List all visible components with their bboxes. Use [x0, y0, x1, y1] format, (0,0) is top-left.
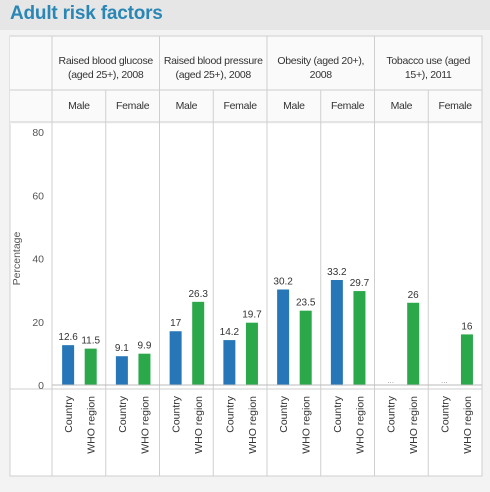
chart-title: Adult risk factors: [10, 3, 163, 24]
y-tick-label: 80: [32, 127, 44, 139]
x-tick-label: Country: [63, 395, 75, 433]
title-bar: Adult risk factors: [0, 0, 490, 30]
x-tick-label: Country: [278, 395, 290, 433]
data-label: 9.1: [115, 343, 129, 354]
y-tick-label: 40: [32, 254, 44, 266]
data-label: 17: [170, 318, 182, 329]
who-region-bar: [84, 348, 97, 385]
data-label: 19.7: [242, 310, 262, 321]
x-tick-label: Country: [439, 395, 451, 433]
x-tick-label: WHO region: [247, 396, 259, 454]
x-tick-label: WHO region: [139, 396, 151, 454]
group-label: Tobacco use (aged 15+), 2011: [386, 55, 471, 81]
country-bar: [223, 340, 236, 385]
sex-label: Female: [223, 100, 258, 112]
x-tick-label: Country: [386, 395, 398, 433]
x-tick-label: Country: [171, 395, 183, 433]
data-label: ...: [441, 376, 448, 385]
sex-label: Female: [331, 100, 365, 112]
sex-label: Female: [116, 100, 150, 112]
x-tick-label: WHO region: [462, 396, 474, 454]
data-label: 9.9: [137, 341, 151, 352]
sex-label: Male: [175, 100, 198, 112]
header-band: [10, 36, 482, 124]
sex-label: Male: [283, 100, 305, 112]
who-region-bar: [460, 334, 473, 385]
x-tick-label: WHO region: [193, 396, 205, 454]
data-label: ...: [387, 376, 394, 385]
who-region-bar: [407, 302, 420, 385]
x-tick-label: Country: [117, 395, 129, 433]
who-region-bar: [138, 353, 151, 385]
y-tick-label: 20: [32, 317, 44, 329]
data-label: 26.3: [188, 289, 208, 300]
x-tick-label: WHO region: [86, 396, 98, 454]
country-bar: [115, 356, 128, 385]
country-bar: [169, 331, 182, 385]
sex-label: Male: [68, 100, 90, 112]
country-bar: [277, 289, 290, 385]
x-tick-label: WHO region: [408, 396, 420, 454]
who-region-bar: [245, 322, 258, 385]
group-label: Raised blood glucose (aged 25+), 2008: [58, 55, 154, 81]
y-axis-label: Percentage: [11, 231, 23, 285]
sex-label: Female: [438, 100, 473, 112]
sex-label: Male: [390, 100, 413, 112]
data-label: 11.5: [81, 336, 100, 347]
who-region-bar: [353, 291, 366, 385]
group-label: Obesity (aged 20+), 2008: [277, 55, 365, 81]
x-tick-label: Country: [332, 395, 344, 433]
country-bar: [62, 345, 75, 385]
data-label: 12.6: [58, 332, 78, 343]
who-region-bar: [192, 301, 205, 385]
data-label: 29.7: [350, 278, 370, 289]
country-bar: [330, 280, 343, 385]
x-tick-label: Country: [224, 395, 236, 433]
y-tick-label: 60: [32, 190, 44, 202]
x-tick-label: WHO region: [301, 396, 313, 454]
y-tick-label: 0: [38, 380, 44, 392]
group-label: Raised blood pressure (aged 25+), 2008: [163, 55, 263, 81]
data-label: 33.2: [327, 267, 347, 278]
data-label: 30.2: [273, 276, 293, 287]
data-label: 16: [461, 321, 473, 332]
x-tick-label: WHO region: [354, 396, 366, 454]
data-label: 14.2: [220, 327, 240, 338]
data-label: 23.5: [296, 298, 316, 309]
data-label: 26: [408, 290, 420, 301]
who-region-bar: [299, 310, 312, 385]
